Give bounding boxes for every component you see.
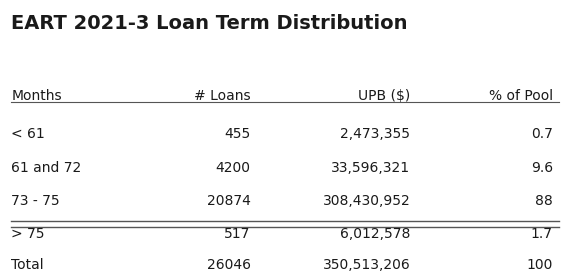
Text: % of Pool: % of Pool — [488, 89, 553, 103]
Text: 350,513,206: 350,513,206 — [323, 258, 410, 272]
Text: Total: Total — [11, 258, 44, 272]
Text: 100: 100 — [527, 258, 553, 272]
Text: 4200: 4200 — [216, 161, 251, 175]
Text: UPB ($): UPB ($) — [358, 89, 410, 103]
Text: 1.7: 1.7 — [531, 227, 553, 241]
Text: 517: 517 — [225, 227, 251, 241]
Text: 308,430,952: 308,430,952 — [323, 194, 410, 208]
Text: 2,473,355: 2,473,355 — [340, 127, 410, 142]
Text: 88: 88 — [535, 194, 553, 208]
Text: EART 2021-3 Loan Term Distribution: EART 2021-3 Loan Term Distribution — [11, 14, 408, 33]
Text: # Loans: # Loans — [194, 89, 251, 103]
Text: 0.7: 0.7 — [531, 127, 553, 142]
Text: 26046: 26046 — [207, 258, 251, 272]
Text: 9.6: 9.6 — [531, 161, 553, 175]
Text: > 75: > 75 — [11, 227, 45, 241]
Text: Months: Months — [11, 89, 62, 103]
Text: < 61: < 61 — [11, 127, 45, 142]
Text: 33,596,321: 33,596,321 — [331, 161, 410, 175]
Text: 61 and 72: 61 and 72 — [11, 161, 82, 175]
Text: 20874: 20874 — [207, 194, 251, 208]
Text: 455: 455 — [225, 127, 251, 142]
Text: 73 - 75: 73 - 75 — [11, 194, 60, 208]
Text: 6,012,578: 6,012,578 — [340, 227, 410, 241]
